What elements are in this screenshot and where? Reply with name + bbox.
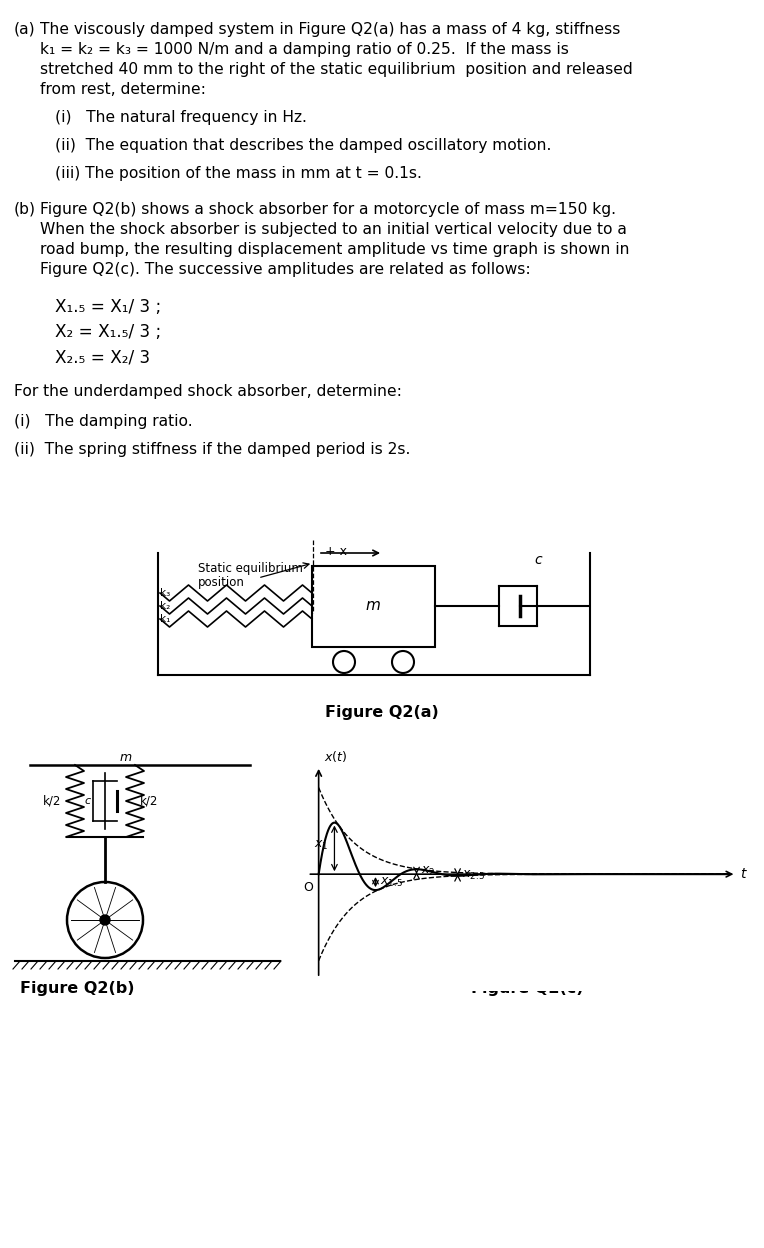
- Text: X₂ = X₁.₅/ 3 ;: X₂ = X₁.₅/ 3 ;: [55, 323, 161, 341]
- Text: $x_{1.5}$: $x_{1.5}$: [380, 876, 403, 890]
- Text: (i)   The natural frequency in Hz.: (i) The natural frequency in Hz.: [55, 110, 307, 125]
- Text: c: c: [85, 796, 91, 806]
- Text: Figure Q2(b) shows a shock absorber for a motorcycle of mass m=150 kg.: Figure Q2(b) shows a shock absorber for …: [40, 202, 616, 217]
- Text: from rest, determine:: from rest, determine:: [40, 82, 206, 97]
- Text: (ii)  The spring stiffness if the damped period is 2s.: (ii) The spring stiffness if the damped …: [14, 442, 410, 457]
- Text: k/2: k/2: [43, 795, 61, 807]
- Text: (i)   The damping ratio.: (i) The damping ratio.: [14, 414, 193, 429]
- Text: m: m: [120, 751, 132, 764]
- Text: O: O: [303, 881, 313, 894]
- Text: m: m: [365, 599, 380, 614]
- Text: (a): (a): [14, 22, 36, 37]
- Text: k₃: k₃: [160, 588, 170, 598]
- Text: c: c: [535, 553, 542, 567]
- Circle shape: [100, 915, 110, 925]
- Text: Static equilibrium: Static equilibrium: [198, 562, 303, 575]
- Text: + x: + x: [325, 545, 347, 558]
- Text: The viscously damped system in Figure Q2(a) has a mass of 4 kg, stiffness: The viscously damped system in Figure Q2…: [40, 22, 620, 37]
- Text: $x(t)$: $x(t)$: [324, 749, 348, 764]
- Text: X₁.₅ = X₁/ 3 ;: X₁.₅ = X₁/ 3 ;: [55, 298, 161, 316]
- Text: k₁ = k₂ = k₃ = 1000 N/m and a damping ratio of 0.25.  If the mass is: k₁ = k₂ = k₃ = 1000 N/m and a damping ra…: [40, 42, 569, 57]
- Text: k₂: k₂: [160, 602, 170, 612]
- Text: Figure Q2(c): Figure Q2(c): [471, 981, 583, 996]
- Text: $t$: $t$: [740, 867, 748, 881]
- Text: (iii) The position of the mass in mm at t = 0.1s.: (iii) The position of the mass in mm at …: [55, 166, 422, 181]
- Text: X₂.₅ = X₂/ 3: X₂.₅ = X₂/ 3: [55, 348, 150, 366]
- Text: For the underdamped shock absorber, determine:: For the underdamped shock absorber, dete…: [14, 384, 402, 399]
- Text: stretched 40 mm to the right of the static equilibrium  position and released: stretched 40 mm to the right of the stat…: [40, 62, 633, 77]
- Bar: [312, 567, 435, 646]
- Text: $x_{2.5}$: $x_{2.5}$: [462, 869, 485, 881]
- Text: $x_1$: $x_1$: [315, 839, 329, 852]
- Text: (ii)  The equation that describes the damped oscillatory motion.: (ii) The equation that describes the dam…: [55, 139, 552, 154]
- Text: (b): (b): [14, 202, 36, 217]
- Text: road bump, the resulting displacement amplitude vs time graph is shown in: road bump, the resulting displacement am…: [40, 242, 630, 257]
- Text: When the shock absorber is subjected to an initial vertical velocity due to a: When the shock absorber is subjected to …: [40, 222, 627, 237]
- Text: Figure Q2(c). The successive amplitudes are related as follows:: Figure Q2(c). The successive amplitudes …: [40, 262, 531, 277]
- Text: Figure Q2(a): Figure Q2(a): [325, 705, 439, 720]
- Text: $x_2$: $x_2$: [421, 865, 435, 879]
- Text: k₁: k₁: [160, 614, 170, 624]
- Text: position: position: [198, 577, 245, 589]
- Text: Figure Q2(b): Figure Q2(b): [20, 981, 134, 996]
- Text: k/2: k/2: [140, 795, 158, 807]
